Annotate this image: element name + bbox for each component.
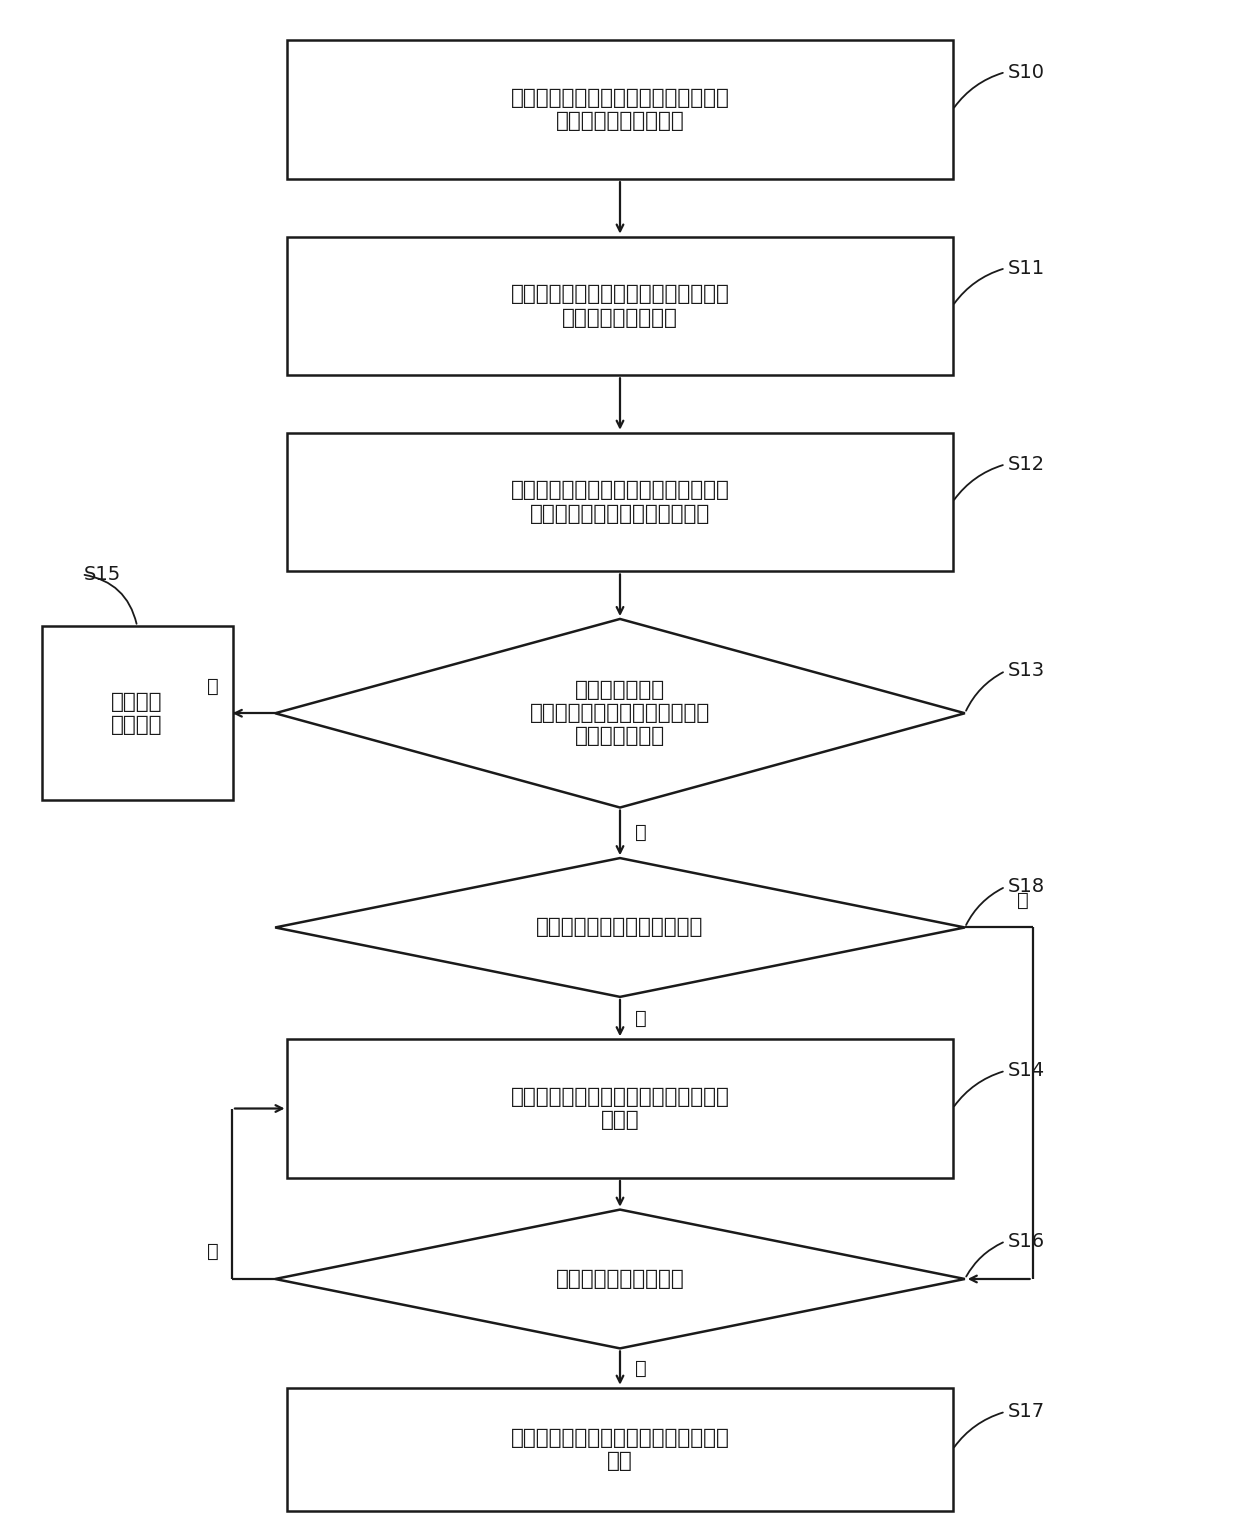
Text: 判断再次复位是否成功: 判断再次复位是否成功 xyxy=(556,1270,684,1289)
Text: S12: S12 xyxy=(1008,455,1045,473)
Text: 将记录文件储存至预置的储存区域内，
并当成功复位时，删除记录文件: 将记录文件储存至预置的储存区域内， 并当成功复位时，删除记录文件 xyxy=(511,481,729,523)
Text: 是: 是 xyxy=(635,1359,646,1377)
Text: 直接启动
电子设备: 直接启动 电子设备 xyxy=(112,692,162,734)
Text: 控制电子设备启动，并修改记录文件的
名称: 控制电子设备启动，并修改记录文件的 名称 xyxy=(511,1427,729,1471)
Text: S11: S11 xyxy=(1008,259,1045,278)
Bar xyxy=(288,237,952,375)
Text: 否: 否 xyxy=(635,1009,646,1027)
Bar xyxy=(288,41,952,179)
Text: 判断复位次数是否达到预设値: 判断复位次数是否达到预设値 xyxy=(537,918,703,938)
Polygon shape xyxy=(275,859,965,997)
Bar xyxy=(288,432,952,572)
Text: 是: 是 xyxy=(1017,890,1029,910)
Text: 接收到复位请求时，调用预置的复位程
序对数据进行复位处理: 接收到复位请求时，调用预置的复位程 序对数据进行复位处理 xyxy=(511,88,729,132)
Text: S16: S16 xyxy=(1008,1232,1045,1252)
Bar xyxy=(288,1039,952,1177)
Text: S14: S14 xyxy=(1008,1062,1045,1080)
Text: S17: S17 xyxy=(1008,1402,1045,1421)
Polygon shape xyxy=(275,1209,965,1349)
Text: 根据复位请求创建一用于记录复位处理
状态信息的记录文件: 根据复位请求创建一用于记录复位处理 状态信息的记录文件 xyxy=(511,284,729,328)
Text: S15: S15 xyxy=(84,564,122,584)
Text: 再次调用预置的复位程序对数据进行复
位处理: 再次调用预置的复位程序对数据进行复 位处理 xyxy=(511,1086,729,1130)
Polygon shape xyxy=(275,619,965,807)
Bar xyxy=(42,627,233,799)
Text: 当电子设备再次
启动时，检测预置存储区域内是
否存在记录文件: 当电子设备再次 启动时，检测预置存储区域内是 否存在记录文件 xyxy=(529,680,711,746)
Text: S10: S10 xyxy=(1008,62,1045,82)
Text: 否: 否 xyxy=(207,1242,219,1261)
Text: S18: S18 xyxy=(1008,877,1045,897)
Text: S13: S13 xyxy=(1008,661,1045,681)
Text: 否: 否 xyxy=(207,677,219,696)
Bar xyxy=(288,1388,952,1511)
Text: 是: 是 xyxy=(635,824,646,842)
